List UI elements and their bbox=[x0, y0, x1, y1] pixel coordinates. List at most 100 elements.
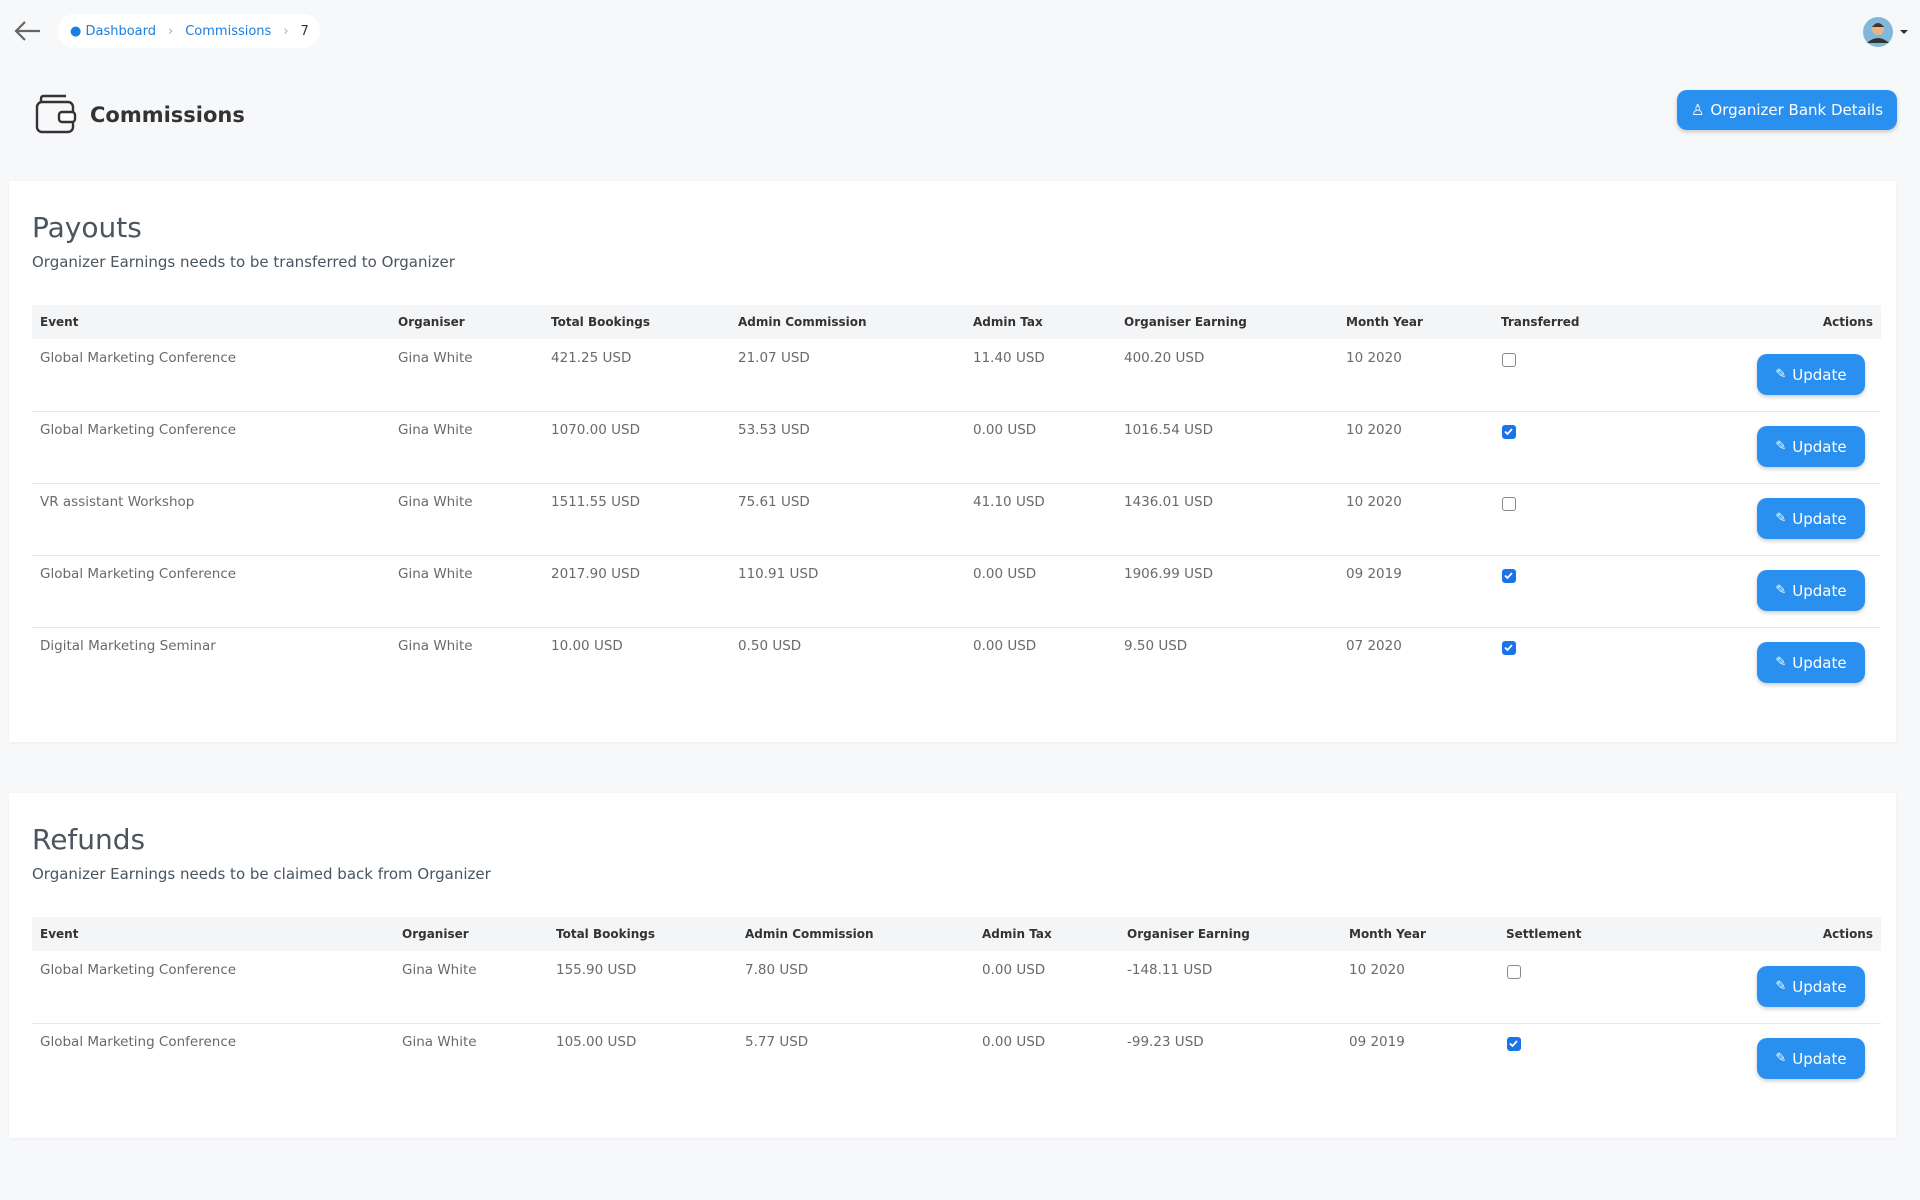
table-cell: 0.00 USD bbox=[973, 566, 1037, 582]
back-button[interactable] bbox=[14, 19, 42, 43]
table-cell: 0.00 USD bbox=[973, 422, 1037, 438]
table-header: Event Organiser Total Bookings Admin Commis… bbox=[32, 917, 1881, 951]
update-button[interactable]: ✎ Update bbox=[1757, 966, 1865, 1007]
table-cell: Global Marketing Conference bbox=[40, 566, 237, 582]
section-subtitle: Organizer Earnings needs to be transferr… bbox=[32, 253, 455, 271]
column-header: Actions bbox=[1822, 927, 1873, 941]
edit-icon: ✎ bbox=[1775, 511, 1787, 526]
table-cell: 0.00 USD bbox=[982, 962, 1046, 978]
column-header: Admin Commission bbox=[745, 927, 874, 941]
table-cell: 0.00 USD bbox=[973, 638, 1037, 654]
edit-icon: ✎ bbox=[1775, 439, 1787, 454]
section-subtitle: Organizer Earnings needs to be claimed b… bbox=[32, 865, 491, 883]
checkbox[interactable] bbox=[1502, 425, 1516, 439]
checkbox[interactable] bbox=[1502, 641, 1516, 655]
breadcrumb-link[interactable]: ● Dashboard bbox=[70, 23, 157, 39]
update-button[interactable]: ✎ Update bbox=[1757, 1038, 1865, 1079]
bank-details-button[interactable]: ♙ Organizer Bank Details bbox=[1677, 90, 1897, 130]
user-avatar[interactable] bbox=[1862, 16, 1910, 50]
edit-icon: ✎ bbox=[1775, 979, 1787, 994]
table-cell: 155.90 USD bbox=[556, 962, 637, 978]
table-cell: 10 2020 bbox=[1346, 422, 1402, 438]
button-label[interactable]: Update bbox=[1792, 365, 1847, 384]
table-cell: 421.25 USD bbox=[551, 350, 632, 366]
table-cell: Gina White bbox=[402, 1034, 477, 1050]
column-header: Event bbox=[40, 315, 79, 329]
button-label[interactable]: Update bbox=[1792, 1049, 1847, 1068]
table-cell: 400.20 USD bbox=[1124, 350, 1205, 366]
table-cell: Gina White bbox=[402, 962, 477, 978]
table-cell: 10 2020 bbox=[1346, 494, 1402, 510]
column-header: Admin Tax bbox=[973, 315, 1043, 329]
edit-icon: ✎ bbox=[1775, 655, 1787, 670]
refunds-card: Refunds Organizer Earnings needs to be cl… bbox=[9, 793, 1896, 1138]
table-cell: Gina White bbox=[398, 566, 473, 582]
row-divider bbox=[32, 555, 1881, 556]
breadcrumb-item[interactable]: Commissions bbox=[185, 23, 272, 39]
table-cell: 7.80 USD bbox=[745, 962, 809, 978]
table-cell: Gina White bbox=[398, 422, 473, 438]
checkbox[interactable] bbox=[1502, 353, 1516, 367]
button-label[interactable]: Update bbox=[1792, 977, 1847, 996]
column-header: Organiser bbox=[398, 315, 465, 329]
table-cell: 21.07 USD bbox=[738, 350, 810, 366]
column-header: Settlement bbox=[1506, 927, 1582, 941]
checkbox[interactable] bbox=[1507, 965, 1521, 979]
section-title: Payouts bbox=[32, 211, 142, 244]
button-label[interactable]: Update bbox=[1792, 437, 1847, 456]
table-cell: 1016.54 USD bbox=[1124, 422, 1213, 438]
column-header: Total Bookings bbox=[556, 927, 655, 941]
table-cell: 09 2019 bbox=[1349, 1034, 1405, 1050]
update-button[interactable]: ✎ Update bbox=[1757, 498, 1865, 539]
table-cell: 1436.01 USD bbox=[1124, 494, 1213, 510]
table-cell: Global Marketing Conference bbox=[40, 962, 237, 978]
table-cell: Global Marketing Conference bbox=[40, 422, 237, 438]
section-title: Refunds bbox=[32, 823, 146, 856]
table-cell: 10.00 USD bbox=[551, 638, 623, 654]
column-header: Organiser bbox=[402, 927, 469, 941]
separator: › bbox=[168, 23, 174, 39]
table-cell: 2017.90 USD bbox=[551, 566, 640, 582]
column-header: Organiser Earning bbox=[1127, 927, 1250, 941]
table-cell: 53.53 USD bbox=[738, 422, 810, 438]
row-divider bbox=[32, 627, 1881, 628]
checkbox[interactable] bbox=[1507, 1037, 1521, 1051]
table-cell: 10 2020 bbox=[1346, 350, 1402, 366]
checkbox[interactable] bbox=[1502, 497, 1516, 511]
icon: ♙ bbox=[1690, 101, 1705, 119]
table-cell: 41.10 USD bbox=[973, 494, 1045, 510]
checkbox[interactable] bbox=[1502, 569, 1516, 583]
update-button[interactable]: ✎ Update bbox=[1757, 426, 1865, 467]
button-label[interactable]: Organizer Bank Details bbox=[1710, 101, 1884, 119]
update-button[interactable]: ✎ Update bbox=[1757, 642, 1865, 683]
row-divider bbox=[32, 1023, 1881, 1024]
table-cell: -148.11 USD bbox=[1127, 962, 1213, 978]
update-button[interactable]: ✎ Update bbox=[1757, 570, 1865, 611]
update-button[interactable]: ✎ Update bbox=[1757, 354, 1865, 395]
edit-icon: ✎ bbox=[1775, 1051, 1787, 1066]
table-cell: Gina White bbox=[398, 350, 473, 366]
payouts-card: Payouts Organizer Earnings needs to be tr… bbox=[9, 181, 1896, 742]
button-label[interactable]: Update bbox=[1792, 509, 1847, 528]
column-header: Transferred bbox=[1501, 315, 1580, 329]
table-cell: 110.91 USD bbox=[738, 566, 819, 582]
table-cell: Global Marketing Conference bbox=[40, 350, 237, 366]
breadcrumb-item: 7 bbox=[300, 23, 309, 39]
button-label[interactable]: Update bbox=[1792, 653, 1847, 672]
table-cell: -99.23 USD bbox=[1127, 1034, 1204, 1050]
table-cell: 75.61 USD bbox=[738, 494, 810, 510]
column-header: Admin Commission bbox=[738, 315, 867, 329]
column-header: Admin Tax bbox=[982, 927, 1052, 941]
row-divider bbox=[32, 411, 1881, 412]
breadcrumb: ● Dashboard › Commissions › 7 bbox=[58, 14, 320, 48]
table-cell: Gina White bbox=[398, 494, 473, 510]
table-cell: 1906.99 USD bbox=[1124, 566, 1213, 582]
page-title: Commissions bbox=[90, 103, 245, 127]
wallet-icon bbox=[35, 94, 77, 134]
breadcrumb-item[interactable]: Dashboard bbox=[85, 23, 157, 39]
table-cell: 105.00 USD bbox=[556, 1034, 637, 1050]
button-label[interactable]: Update bbox=[1792, 581, 1847, 600]
table-cell: 1511.55 USD bbox=[551, 494, 640, 510]
table-cell: 07 2020 bbox=[1346, 638, 1402, 654]
